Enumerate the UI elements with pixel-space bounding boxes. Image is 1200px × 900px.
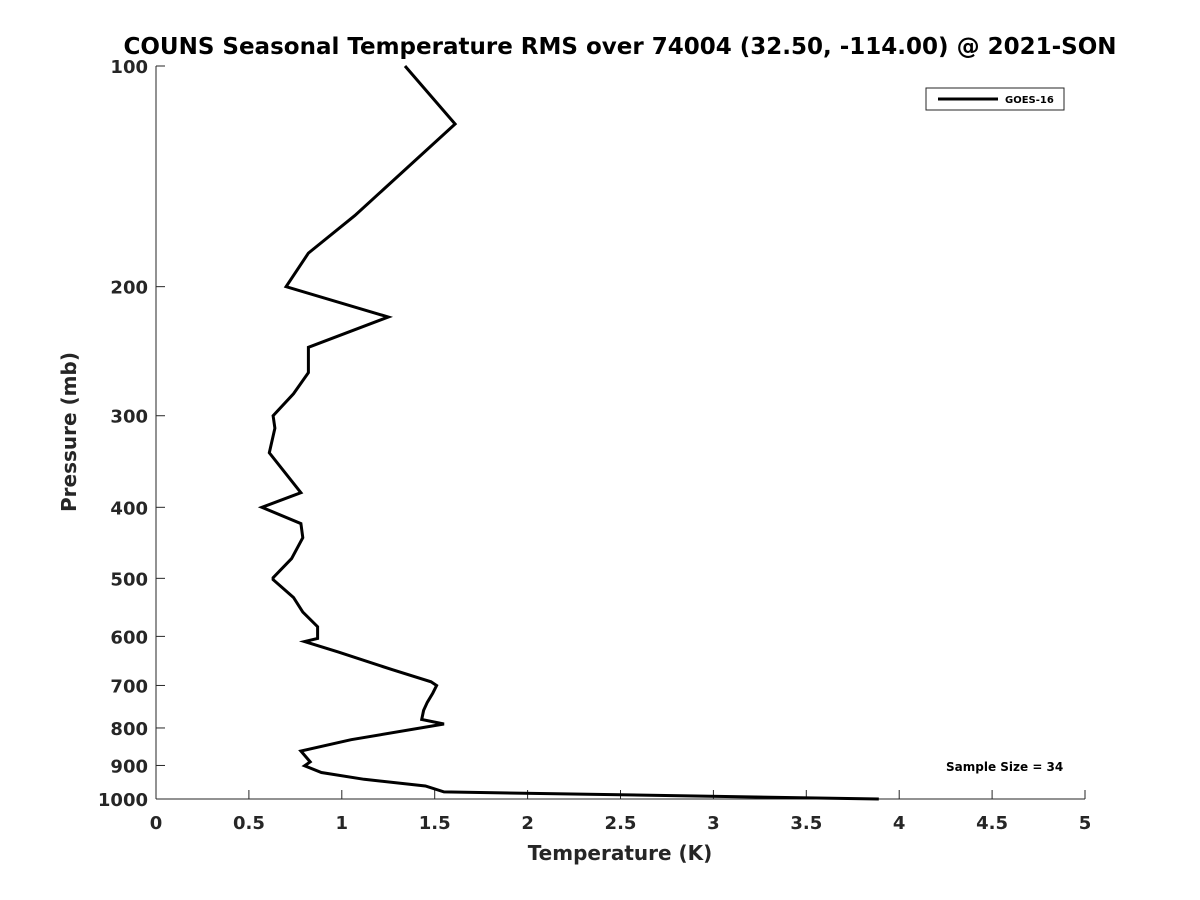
y-tick-label: 100 [110, 57, 148, 78]
x-tick-label: 0.5 [233, 813, 265, 834]
y-tick-label: 900 [110, 756, 148, 777]
x-tick-label: 1 [336, 813, 349, 834]
x-tick-label: 4.5 [976, 813, 1008, 834]
x-ticks: 0 0.5 1 1.5 2 2.5 3 3.5 4 4.5 5 [150, 790, 1092, 834]
y-ticks: 100 200 300 400 500 600 700 800 900 1000 [98, 57, 165, 811]
y-tick-label: 800 [110, 719, 148, 740]
series-line-goes-16 [257, 65, 879, 801]
y-tick-label: 700 [110, 676, 148, 697]
x-axis-label: Temperature (K) [528, 841, 713, 865]
x-tick-label: 3.5 [790, 813, 822, 834]
x-tick-label: 4 [893, 813, 906, 834]
x-tick-label: 3 [707, 813, 720, 834]
series-layer [257, 65, 879, 801]
sample-size-annotation: Sample Size = 34 [946, 760, 1063, 774]
y-tick-label: 400 [110, 498, 148, 519]
x-tick-label: 2.5 [605, 813, 637, 834]
y-tick-label: 1000 [98, 790, 148, 811]
y-tick-label: 600 [110, 627, 148, 648]
y-tick-label: 200 [110, 278, 148, 299]
x-tick-label: 5 [1079, 813, 1092, 834]
y-tick-label: 300 [110, 407, 148, 428]
y-tick-label: 500 [110, 569, 148, 590]
x-tick-label: 1.5 [419, 813, 451, 834]
legend: GOES-16 [925, 87, 1065, 111]
legend-label: GOES-16 [1005, 95, 1054, 106]
x-tick-label: 2 [521, 813, 534, 834]
chart-title: COUNS Seasonal Temperature RMS over 7400… [123, 34, 1116, 60]
y-axis-label: Pressure (mb) [57, 352, 81, 512]
x-tick-label: 0 [150, 813, 163, 834]
